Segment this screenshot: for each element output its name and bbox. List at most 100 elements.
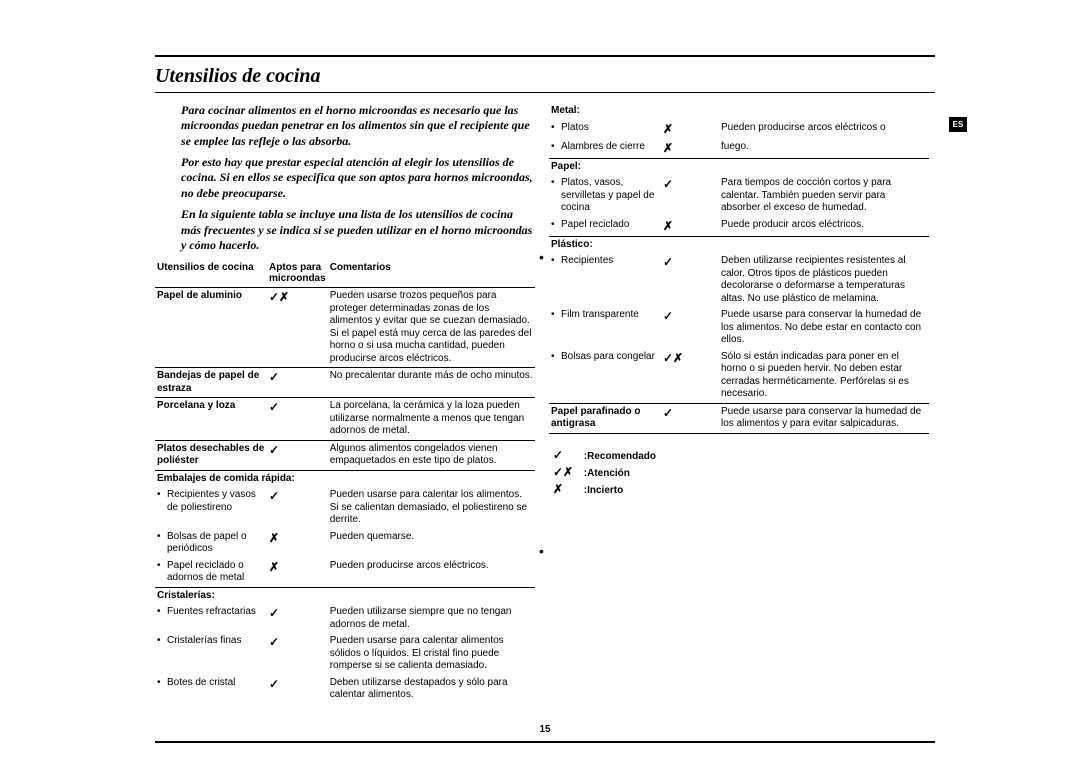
suitability-symbol: ✓ <box>267 368 328 398</box>
legend-label: :Incierto <box>584 485 623 496</box>
table-row: Recipientes y vasos de poliestireno✓Pued… <box>155 487 535 529</box>
utensil-name: Papel de aluminio <box>155 288 267 368</box>
comment-text: Puede usarse para conservar la humedad d… <box>719 403 929 433</box>
check-x-icon: ✓✗ <box>553 465 581 479</box>
utensil-name: Cristalerías finas <box>155 633 267 675</box>
table-row: Botes de cristal✓Deben utilizarse destap… <box>155 675 535 704</box>
column-left: Para cocinar alimentos en el horno micro… <box>155 103 535 704</box>
suitability-symbol: ✓ <box>661 253 719 307</box>
suitability-symbol: ✗ <box>661 120 719 139</box>
table-row: Papel reciclado✗Puede producir arcos elé… <box>549 217 929 237</box>
margin-dot: • <box>539 249 544 265</box>
intro-p3: En la siguiente tabla se incluye una lis… <box>155 207 535 253</box>
table-row: Papel parafinado o antigrasa✓Puede usars… <box>549 403 929 433</box>
language-tab: ES <box>949 117 967 132</box>
legend-row: ✓ :Recomendado <box>553 448 929 462</box>
utensil-name: Recipientes <box>549 253 661 307</box>
suitability-symbol: ✓ <box>661 175 719 217</box>
intro-text: Para cocinar alimentos en el horno micro… <box>155 103 535 253</box>
utensils-table-right: Metal:Platos✗Pueden producirse arcos elé… <box>549 103 929 434</box>
utensil-name: Papel parafinado o antigrasa <box>549 403 661 433</box>
comment-text: fuego. <box>719 139 929 159</box>
suitability-symbol: ✓ <box>267 440 328 470</box>
page-title: Utensilios de cocina <box>155 65 935 93</box>
utensil-name: Recipientes y vasos de poliestireno <box>155 487 267 529</box>
comment-text: Pueden quemarse. <box>328 529 535 558</box>
comment-text: Puede producir arcos eléctricos. <box>719 217 929 237</box>
table-row: Recipientes✓Deben utilizarse recipientes… <box>549 253 929 307</box>
table-row: Metal: <box>549 103 929 120</box>
table-row: Bolsas para congelar✓✗Sólo si están indi… <box>549 349 929 404</box>
comment-text: Sólo si están indicadas para poner en el… <box>719 349 929 404</box>
suitability-symbol: ✗ <box>661 217 719 237</box>
utensil-name: Fuentes refractarias <box>155 604 267 633</box>
comment-text: La porcelana, la cerámica y la loza pued… <box>328 398 535 441</box>
utensil-name: Botes de cristal <box>155 675 267 704</box>
suitability-symbol: ✗ <box>267 529 328 558</box>
table-row: Bandejas de papel de estraza✓No precalen… <box>155 368 535 398</box>
utensil-name: Papel reciclado <box>549 217 661 237</box>
th-apt: Aptos para microondas <box>267 259 328 288</box>
table-row: Papel de aluminio✓✗Pueden usarse trozos … <box>155 288 535 368</box>
comment-text: Puede usarse para conservar la humedad d… <box>719 307 929 349</box>
suitability-symbol: ✓ <box>661 307 719 349</box>
row-heading: Papel: <box>549 158 929 175</box>
utensil-name: Platos, vasos, servilletas y papel de co… <box>549 175 661 217</box>
table-row: Embalajes de comida rápida: <box>155 470 535 487</box>
table-row: Film transparente✓Puede usarse para cons… <box>549 307 929 349</box>
suitability-symbol: ✓ <box>267 604 328 633</box>
page-frame: ES Utensilios de cocina Para cocinar ali… <box>155 55 935 743</box>
table-row: Alambres de cierre✗fuego. <box>549 139 929 159</box>
th-com: Comentarios <box>328 259 535 288</box>
comment-text: Pueden usarse trozos pequeños para prote… <box>328 288 535 368</box>
intro-p2: Por esto hay que prestar especial atenci… <box>155 155 535 201</box>
table-row: Papel: <box>549 158 929 175</box>
legend: ✓ :Recomendado ✓✗ :Atención ✗ :Incierto <box>549 448 929 496</box>
legend-row: ✓✗ :Atención <box>553 465 929 479</box>
x-icon: ✗ <box>553 482 581 496</box>
row-heading: Cristalerías: <box>155 587 535 604</box>
suitability-symbol: ✓✗ <box>661 349 719 404</box>
suitability-symbol: ✓✗ <box>267 288 328 368</box>
utensil-name: Film transparente <box>549 307 661 349</box>
utensil-name: Bolsas de papel o periódicos <box>155 529 267 558</box>
comment-text: No precalentar durante más de ocho minut… <box>328 368 535 398</box>
utensils-table-left: Utensilios de cocina Aptos para microond… <box>155 259 535 704</box>
comment-text: Deben utilizarse destapados y sólo para … <box>328 675 535 704</box>
table-row: Cristalerías: <box>155 587 535 604</box>
intro-p1: Para cocinar alimentos en el horno micro… <box>155 103 535 149</box>
comment-text: Pueden usarse para calentar los alimento… <box>328 487 535 529</box>
page-number: 15 <box>539 724 550 735</box>
suitability-symbol: ✓ <box>661 403 719 433</box>
table-row: Cristalerías finas✓Pueden usarse para ca… <box>155 633 535 675</box>
legend-row: ✗ :Incierto <box>553 482 929 496</box>
table-row: Fuentes refractarias✓Pueden utilizarse s… <box>155 604 535 633</box>
utensil-name: Platos desechables de poliéster <box>155 440 267 470</box>
comment-text: Deben utilizarse recipientes resistentes… <box>719 253 929 307</box>
comment-text: Pueden producirse arcos eléctricos. <box>328 558 535 588</box>
table-row: Platos, vasos, servilletas y papel de co… <box>549 175 929 217</box>
row-heading: Metal: <box>549 103 929 120</box>
row-heading: Plástico: <box>549 236 929 253</box>
suitability-symbol: ✓ <box>267 487 328 529</box>
comment-text: Algunos alimentos congelados vienen empa… <box>328 440 535 470</box>
legend-label: :Recomendado <box>584 451 656 462</box>
check-icon: ✓ <box>553 448 581 462</box>
table-row: Papel reciclado o adornos de metal✗Puede… <box>155 558 535 588</box>
table-row: Plástico: <box>549 236 929 253</box>
suitability-symbol: ✗ <box>661 139 719 159</box>
utensil-name: Papel reciclado o adornos de metal <box>155 558 267 588</box>
table-row: Bolsas de papel o periódicos✗Pueden quem… <box>155 529 535 558</box>
comment-text: Pueden usarse para calentar alimentos só… <box>328 633 535 675</box>
table-row: Platos✗Pueden producirse arcos eléctrico… <box>549 120 929 139</box>
suitability-symbol: ✓ <box>267 633 328 675</box>
utensil-name: Bolsas para congelar <box>549 349 661 404</box>
suitability-symbol: ✗ <box>267 558 328 588</box>
th-util: Utensilios de cocina <box>155 259 267 288</box>
comment-text: Para tiempos de cocción cortos y para ca… <box>719 175 929 217</box>
utensil-name: Platos <box>549 120 661 139</box>
column-right: • • Metal:Platos✗Pueden producirse arcos… <box>549 103 929 704</box>
legend-label: :Atención <box>584 468 630 479</box>
utensil-name: Bandejas de papel de estraza <box>155 368 267 398</box>
utensil-name: Alambres de cierre <box>549 139 661 159</box>
